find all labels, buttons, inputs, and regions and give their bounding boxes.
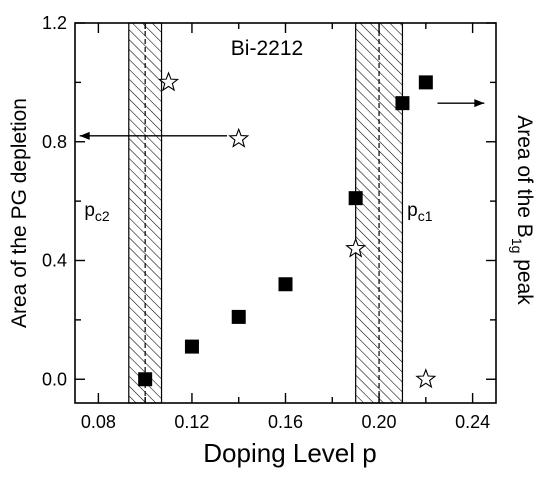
- shaded-regions: [128, 22, 404, 404]
- star-point: [345, 237, 367, 258]
- square-point: [278, 277, 293, 292]
- star-point: [158, 71, 180, 92]
- annotation-sub: c1: [418, 208, 433, 224]
- y-axis-right-title: Area of the B1g peak: [509, 115, 536, 305]
- y-tick-label: 1.2: [42, 13, 67, 33]
- square-point: [395, 96, 410, 111]
- x-tick-label: 0.08: [81, 412, 116, 432]
- x-tick-label: 0.12: [174, 412, 209, 432]
- annotation-main: p: [407, 200, 418, 221]
- y-tick-label: 0.0: [42, 369, 67, 389]
- annotations: pc2 pc1: [84, 200, 432, 224]
- y-tick-labels: 0.0 0.4 0.8 1.2: [42, 13, 67, 389]
- axis-arrows: [79, 99, 485, 140]
- annotation-sub: c2: [95, 208, 110, 224]
- y-right-title-main: Area of the B: [513, 115, 536, 238]
- x-tick-label: 0.20: [362, 412, 397, 432]
- square-point: [348, 191, 363, 206]
- data-points: [138, 71, 437, 389]
- y-right-title-tail: peak: [513, 253, 536, 305]
- x-axis-title: Doping Level p: [203, 438, 376, 468]
- star-point: [415, 368, 437, 389]
- x-tick-label: 0.24: [455, 412, 490, 432]
- square-point: [138, 372, 153, 387]
- y-tick-label: 0.4: [42, 251, 67, 271]
- annotation-label-1: pc2: [84, 200, 110, 224]
- y-right-title-sub: 1g: [509, 238, 525, 254]
- y-axis-left-title: Area of the PG depletion: [8, 98, 31, 328]
- annotation-main: p: [84, 200, 95, 221]
- arrow-head-1: [79, 131, 90, 140]
- y-tick-label: 0.8: [42, 132, 67, 152]
- square-point: [418, 75, 433, 90]
- axis-ticks: [75, 22, 496, 403]
- arrow-head-2: [474, 99, 485, 108]
- x-tick-label: 0.16: [268, 412, 303, 432]
- annotation-label-2: pc1: [407, 200, 433, 224]
- star-point: [228, 127, 250, 148]
- chart-title: Bi-2212: [231, 37, 303, 60]
- square-point: [231, 309, 246, 324]
- square-point: [184, 339, 199, 354]
- x-tick-labels: 0.08 0.12 0.16 0.20 0.24: [81, 412, 490, 432]
